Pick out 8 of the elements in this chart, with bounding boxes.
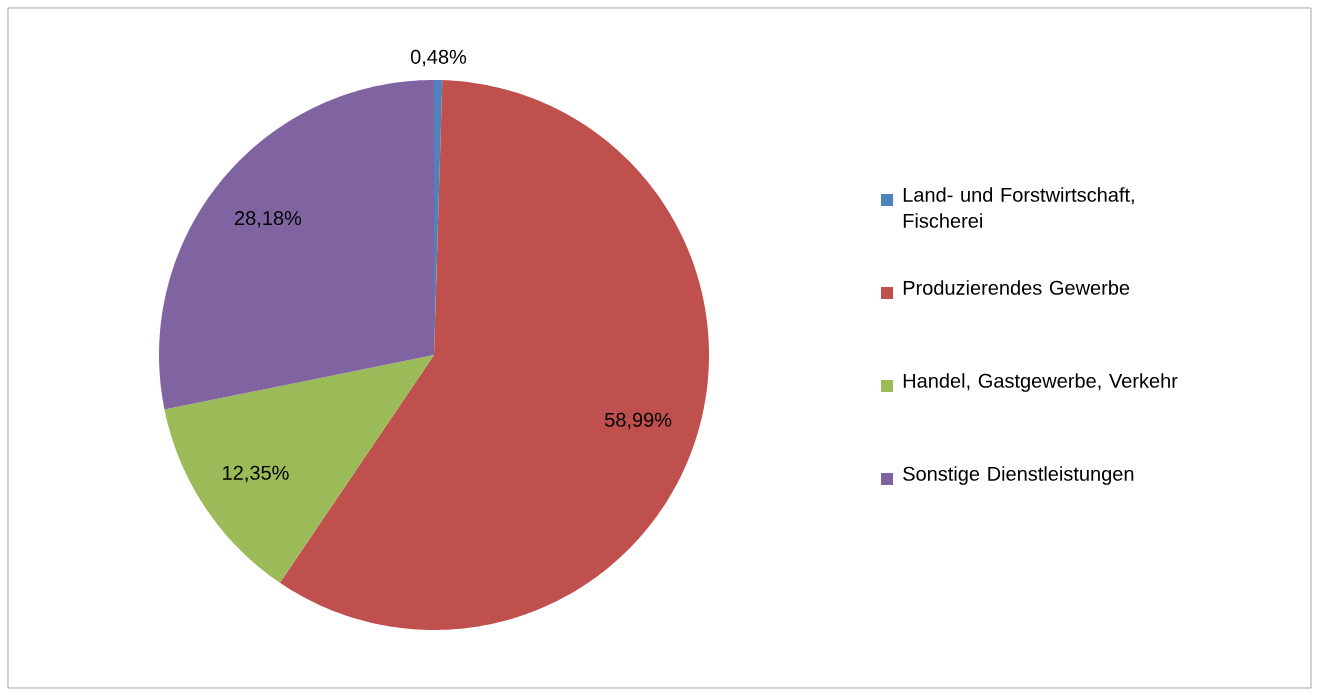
legend-label: Sonstige Dienstleistungen: [903, 466, 1134, 485]
data-label: 12,35%: [223, 465, 289, 483]
data-label: 0,48%: [410, 49, 467, 67]
legend-label: Produzierendes Gewerbe: [903, 280, 1130, 295]
legend-label: Land- und Forstwirtschaft, Fischerei: [903, 187, 1134, 228]
data-label: 58,99%: [605, 412, 672, 430]
data-label: 28,18%: [235, 210, 302, 228]
legend-label: Handel, Gastgewerbe, Verkehr: [903, 373, 1178, 392]
